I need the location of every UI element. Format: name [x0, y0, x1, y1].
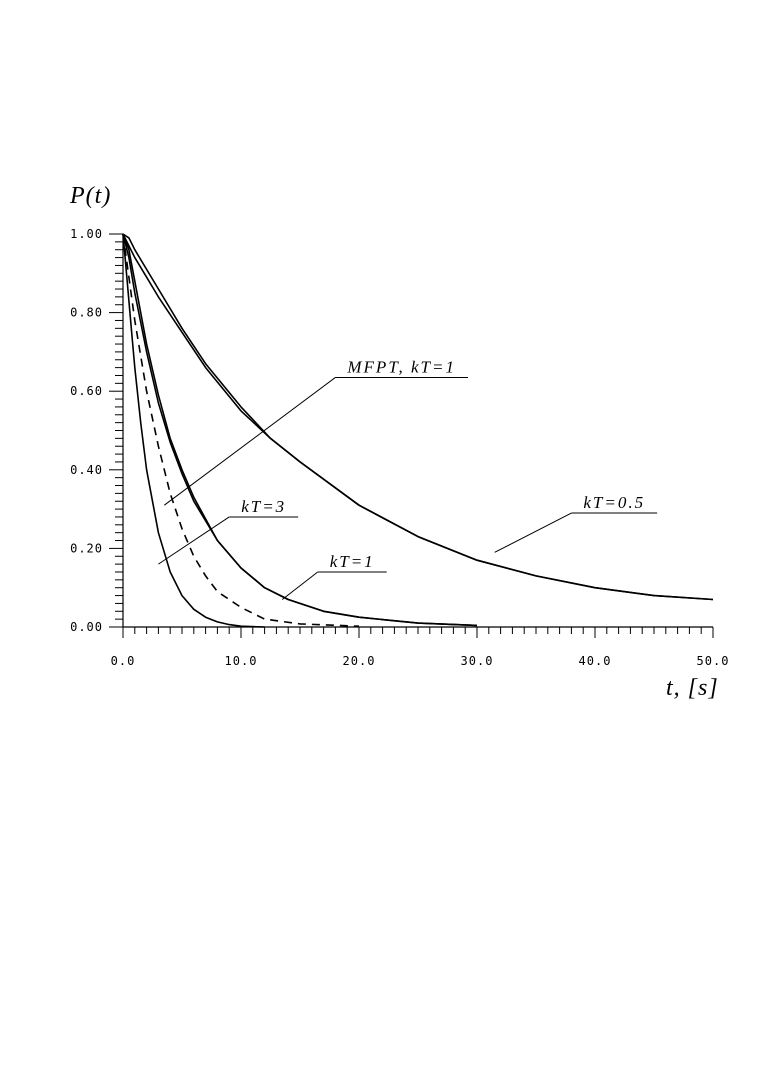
- x-tick-label: 30.0: [461, 654, 494, 668]
- y-tick-label: 0.00: [70, 620, 103, 634]
- y-tick-label: 0.60: [70, 384, 103, 398]
- annotation-leader-kt-0-5: [494, 512, 572, 553]
- y-tick-label: 0.20: [70, 541, 103, 555]
- series-line-companion: [122, 233, 714, 601]
- annotation-leader-mfpt-kt-1: [164, 377, 336, 506]
- x-tick-label: 10.0: [225, 654, 258, 668]
- series-line-mfpt-kt-1: [122, 233, 360, 627]
- x-tick-label: 40.0: [579, 654, 612, 668]
- x-tick-label: 20.0: [343, 654, 376, 668]
- axes: [122, 234, 713, 628]
- annotations: MFPT, kT=1 kT=3 kT=1 kT=0.5: [158, 357, 658, 600]
- y-tick-label: 0.40: [70, 463, 103, 477]
- x-tick-label: 50.0: [697, 654, 730, 668]
- x-tick-label: 0.0: [111, 654, 136, 668]
- annotation-label-kt-0-5: kT=0.5: [583, 493, 645, 512]
- series-lines: [122, 233, 714, 628]
- y-axis-title: P(t): [69, 183, 111, 209]
- y-tick-label: 0.80: [70, 306, 103, 320]
- annotation-leader-kt-1: [281, 571, 319, 600]
- y-tick-label: 1.00: [70, 227, 103, 241]
- tick-labels: 0.0 10.0 20.0 30.0 40.0 50.0 0.00 0.20 0.40 0.60 0…: [70, 227, 730, 668]
- series-line-kt-0-5: [122, 233, 714, 601]
- annotation-leader-kt-3: [158, 516, 230, 565]
- annotation-label-kt-1: kT=1: [330, 552, 375, 571]
- annotation-label-mfpt-kt-1: MFPT, kT=1: [346, 357, 456, 376]
- annotation-label-kt-3: kT=3: [241, 497, 286, 516]
- series-line-companion: [122, 233, 478, 627]
- series-line-kt-3: [122, 233, 265, 628]
- ticks: [109, 233, 714, 638]
- series-line-kt-1: [122, 233, 478, 627]
- x-axis-title: t, [s]: [666, 675, 719, 701]
